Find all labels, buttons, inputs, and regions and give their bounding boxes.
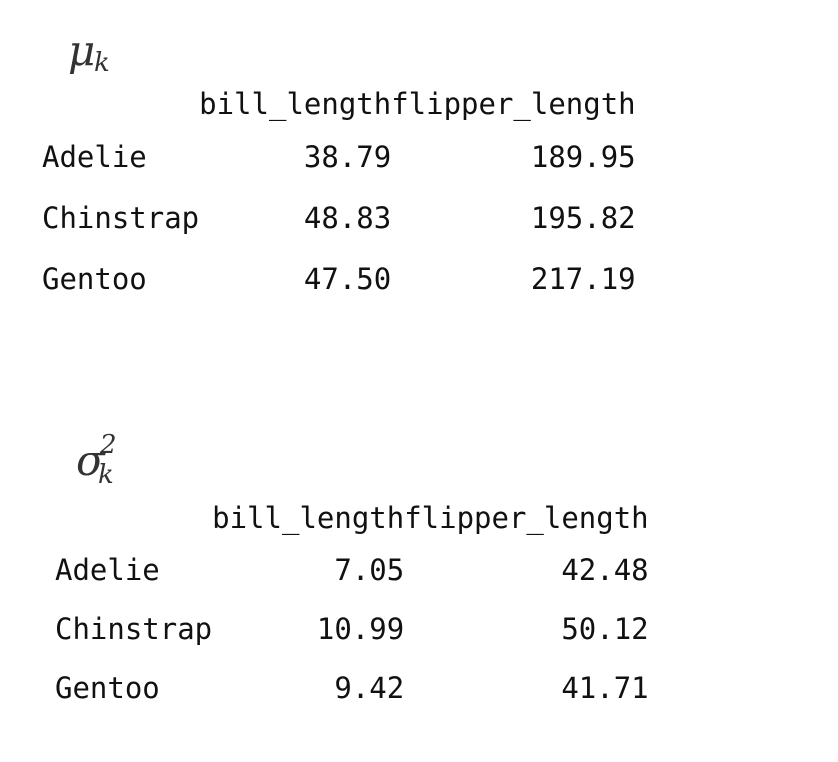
- sigma-symbol-superscript: 2: [100, 430, 117, 460]
- table-cell: 189.95: [530, 139, 636, 174]
- table-cell: 217.19: [530, 261, 636, 296]
- corner-cell: [55, 496, 212, 540]
- mean-table: bill_length flipper_length Adelie 38.79 …: [42, 82, 636, 309]
- column-header-flipper-length: flipper_length: [404, 501, 649, 535]
- table-row: Adelie 38.79 189.95: [42, 126, 636, 187]
- column-header-bill-length: bill_length: [199, 87, 392, 121]
- table-cell: 9.42: [334, 670, 405, 705]
- variance-table: bill_length flipper_length Adelie 7.05 4…: [55, 496, 649, 717]
- header-row: bill_length flipper_length: [55, 496, 649, 540]
- sigma-symbol-subscript: k: [98, 460, 114, 490]
- table-cell: 10.99: [316, 611, 405, 646]
- row-label: Chinstrap: [42, 200, 200, 235]
- row-label: Adelie: [55, 552, 160, 587]
- table-cell: 195.82: [530, 200, 636, 235]
- row-label: Adelie: [42, 139, 147, 174]
- table-cell: 48.83: [303, 200, 392, 235]
- mu-symbol-base: μ: [68, 26, 96, 75]
- table-row: Gentoo 9.42 41.71: [55, 658, 649, 717]
- table-cell: 41.71: [561, 670, 649, 705]
- table-cell: 50.12: [561, 611, 649, 646]
- column-header-flipper-length: flipper_length: [391, 87, 636, 121]
- table-cell: 38.79: [303, 139, 392, 174]
- table-row: Chinstrap 10.99 50.12: [55, 599, 649, 658]
- row-label: Gentoo: [55, 670, 160, 705]
- column-header-bill-length: bill_length: [212, 501, 405, 535]
- table-cell: 7.05: [334, 552, 405, 587]
- header-row: bill_length flipper_length: [42, 82, 636, 126]
- table-cell: 47.50: [303, 261, 392, 296]
- table-row: Gentoo 47.50 217.19: [42, 248, 636, 309]
- corner-cell: [42, 82, 199, 126]
- table-row: Adelie 7.05 42.48: [55, 540, 649, 599]
- mu-symbol-subscript: k: [94, 48, 110, 78]
- row-label: Gentoo: [42, 261, 147, 296]
- row-label: Chinstrap: [55, 611, 213, 646]
- table-row: Chinstrap 48.83 195.82: [42, 187, 636, 248]
- sigma-symbol-base: σ: [76, 436, 105, 485]
- table-cell: 42.48: [561, 552, 649, 587]
